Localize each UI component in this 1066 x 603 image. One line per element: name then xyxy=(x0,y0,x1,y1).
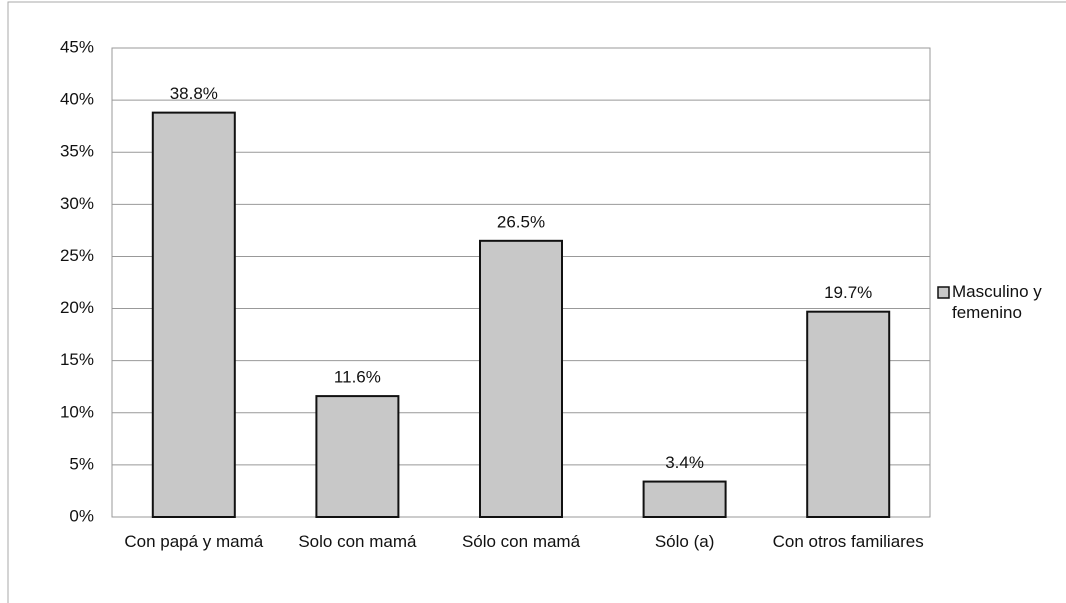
x-tick-label: Con papá y mamá xyxy=(124,532,264,551)
bar xyxy=(806,310,891,518)
y-tick-label: 30% xyxy=(60,194,94,213)
y-tick-label: 5% xyxy=(69,454,94,473)
data-label: 3.4% xyxy=(665,453,704,472)
y-tick-label: 0% xyxy=(69,506,94,525)
data-label: 11.6% xyxy=(334,368,381,387)
bar xyxy=(642,480,727,519)
y-tick-label: 10% xyxy=(60,402,94,421)
legend-label: Masculino y femenino xyxy=(952,282,1042,322)
x-tick-label: Solo con mamá xyxy=(298,532,417,551)
y-tick-label: 25% xyxy=(60,246,94,265)
y-tick-label: 45% xyxy=(60,37,94,56)
x-tick-label: Sólo (a) xyxy=(654,532,715,551)
data-label: 19.7% xyxy=(824,283,872,302)
y-tick-label: 20% xyxy=(60,298,94,317)
data-label: 38.8% xyxy=(170,84,218,103)
x-tick-label: Con otros familiares xyxy=(772,532,924,551)
chart-border xyxy=(7,1,1066,603)
y-tick-label: 40% xyxy=(60,90,94,109)
bar xyxy=(151,111,236,519)
x-tick-label: Sólo con mamá xyxy=(461,532,581,551)
y-tick-label: 15% xyxy=(60,350,94,369)
bar xyxy=(479,239,563,519)
y-tick-label: 35% xyxy=(60,142,94,161)
bar xyxy=(315,395,400,519)
legend-swatch xyxy=(937,286,950,299)
data-label: 26.5% xyxy=(497,212,545,231)
